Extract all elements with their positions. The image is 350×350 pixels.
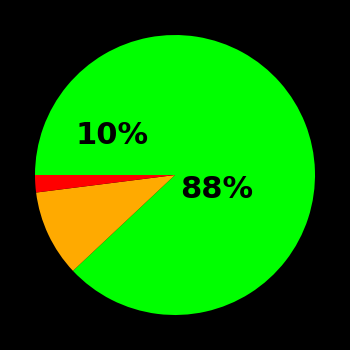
Wedge shape: [35, 35, 315, 315]
Text: 88%: 88%: [181, 175, 253, 203]
Text: 10%: 10%: [76, 121, 148, 150]
Wedge shape: [35, 175, 175, 192]
Wedge shape: [36, 175, 175, 271]
